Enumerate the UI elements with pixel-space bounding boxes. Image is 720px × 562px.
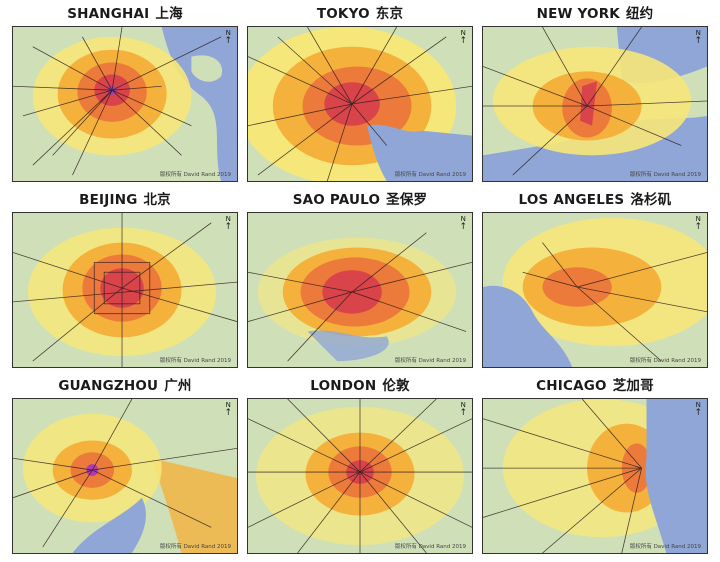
north-indicator: N ↑ xyxy=(459,30,467,46)
credit: 版权所有 David Rand 2019 xyxy=(629,172,701,178)
city-title: TOKYO 东京 xyxy=(247,2,473,26)
city-name: BEIJING xyxy=(79,192,138,208)
city-title: SAO PAULO 圣保罗 xyxy=(247,188,473,212)
map-los-angeles: N ↑ 版权所有 David Rand 2019 xyxy=(482,212,708,368)
city-name-zh: 洛杉矶 xyxy=(630,192,672,208)
credit: 版权所有 David Rand 2019 xyxy=(159,358,231,364)
city-name-zh: 东京 xyxy=(375,6,404,22)
map-graphic xyxy=(13,399,237,553)
map-graphic xyxy=(483,213,707,367)
city-name: LONDON xyxy=(310,378,377,394)
credit: 版权所有 David Rand 2019 xyxy=(629,544,701,550)
north-indicator: N ↑ xyxy=(224,402,232,418)
credit: 版权所有 David Rand 2019 xyxy=(629,358,701,364)
panel-london: LONDON 伦敦 N ↑ 版权所有 David Rand 2019 xyxy=(247,374,473,554)
north-indicator: N ↑ xyxy=(459,402,467,418)
north-arrow-icon: ↑ xyxy=(224,36,232,46)
north-label: N xyxy=(460,401,466,409)
north-label: N xyxy=(695,29,701,37)
north-indicator: N ↑ xyxy=(224,216,232,232)
north-arrow-icon: ↑ xyxy=(224,408,232,418)
map-sao-paulo: N ↑ 版权所有 David Rand 2019 xyxy=(247,212,473,368)
panel-beijing: BEIJING 北京 N ↑ 版权所有 David Rand 2019 xyxy=(12,188,238,368)
city-name: GUANGZHOU xyxy=(58,378,159,394)
map-shanghai: N ↑ 版权所有 David Rand 2019 xyxy=(12,26,238,182)
city-name-zh: 北京 xyxy=(143,192,171,208)
city-title: BEIJING 北京 xyxy=(12,188,238,212)
map-graphic xyxy=(483,399,707,553)
credit: 版权所有 David Rand 2019 xyxy=(394,172,466,178)
map-beijing: N ↑ 版权所有 David Rand 2019 xyxy=(12,212,238,368)
north-label: N xyxy=(460,29,466,37)
north-indicator: N ↑ xyxy=(459,216,467,232)
north-arrow-icon: ↑ xyxy=(459,222,467,232)
city-name-zh: 伦敦 xyxy=(382,378,410,394)
map-graphic xyxy=(483,27,707,181)
north-arrow-icon: ↑ xyxy=(224,222,232,232)
city-name: TOKYO xyxy=(316,6,370,22)
city-name: LOS ANGELES xyxy=(518,192,625,208)
north-indicator: N ↑ xyxy=(694,402,702,418)
city-title: LONDON 伦敦 xyxy=(247,374,473,398)
north-arrow-icon: ↑ xyxy=(459,36,467,46)
city-name-zh: 芝加哥 xyxy=(612,378,654,394)
north-arrow-icon: ↑ xyxy=(694,408,702,418)
panel-shanghai: SHANGHAI 上海 N ↑ 版权所有 David Rand 2019 xyxy=(12,2,238,182)
map-tokyo: N ↑ 版权所有 David Rand 2019 xyxy=(247,26,473,182)
credit: 版权所有 David Rand 2019 xyxy=(394,544,466,550)
north-indicator: N ↑ xyxy=(694,30,702,46)
city-title: CHICAGO 芝加哥 xyxy=(482,374,708,398)
credit: 版权所有 David Rand 2019 xyxy=(159,544,231,550)
north-indicator: N ↑ xyxy=(224,30,232,46)
panel-guangzhou: GUANGZHOU 广州 N ↑ 版权所有 David Rand 2019 xyxy=(12,374,238,554)
north-arrow-icon: ↑ xyxy=(694,36,702,46)
city-name-zh: 纽约 xyxy=(625,6,654,22)
map-graphic xyxy=(13,27,237,181)
north-arrow-icon: ↑ xyxy=(459,408,467,418)
north-label: N xyxy=(695,215,701,223)
north-label: N xyxy=(225,215,231,223)
map-guangzhou: N ↑ 版权所有 David Rand 2019 xyxy=(12,398,238,554)
credit: 版权所有 David Rand 2019 xyxy=(159,172,231,178)
panel-new-york: NEW YORK 纽约 N ↑ 版权所有 David Rand 2019 xyxy=(482,2,708,182)
panel-tokyo: TOKYO 东京 N ↑ 版权所有 David Rand 2019 xyxy=(247,2,473,182)
north-label: N xyxy=(225,29,231,37)
city-title: NEW YORK 纽约 xyxy=(482,2,708,26)
city-title: LOS ANGELES 洛杉矶 xyxy=(482,188,708,212)
city-title: GUANGZHOU 广州 xyxy=(12,374,238,398)
north-indicator: N ↑ xyxy=(694,216,702,232)
map-graphic xyxy=(13,213,237,367)
map-london: N ↑ 版权所有 David Rand 2019 xyxy=(247,398,473,554)
map-chicago: N ↑ 版权所有 David Rand 2019 xyxy=(482,398,708,554)
credit: 版权所有 David Rand 2019 xyxy=(394,358,466,364)
map-graphic xyxy=(248,213,472,367)
north-label: N xyxy=(460,215,466,223)
panel-chicago: CHICAGO 芝加哥 N ↑ 版权所有 David Rand 2019 xyxy=(482,374,708,554)
map-new-york: N ↑ 版权所有 David Rand 2019 xyxy=(482,26,708,182)
map-graphic xyxy=(248,399,472,553)
north-label: N xyxy=(225,401,231,409)
map-graphic xyxy=(248,27,472,181)
city-name: CHICAGO xyxy=(536,378,607,394)
city-name: SAO PAULO xyxy=(292,192,381,208)
city-name: NEW YORK xyxy=(536,6,620,22)
city-name: SHANGHAI xyxy=(67,6,150,22)
panel-los-angeles: LOS ANGELES 洛杉矶 N ↑ 版权所有 David Rand 2019 xyxy=(482,188,708,368)
panel-sao-paulo: SAO PAULO 圣保罗 N ↑ 版权所有 David Rand 2019 xyxy=(247,188,473,368)
city-name-zh: 广州 xyxy=(164,378,192,394)
city-title: SHANGHAI 上海 xyxy=(12,2,238,26)
north-label: N xyxy=(695,401,701,409)
city-name-zh: 圣保罗 xyxy=(386,192,428,208)
city-name-zh: 上海 xyxy=(155,6,183,22)
north-arrow-icon: ↑ xyxy=(694,222,702,232)
